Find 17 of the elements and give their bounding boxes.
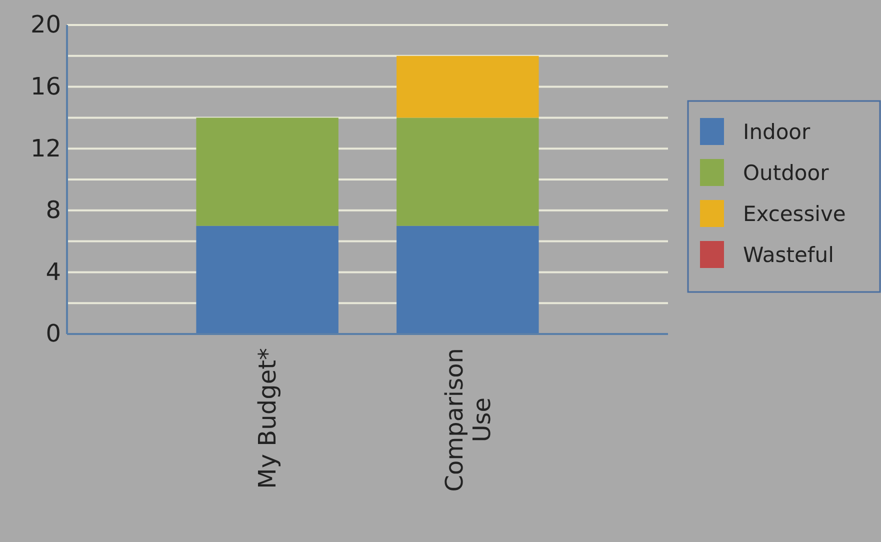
y-tick-label: 4 <box>46 258 61 286</box>
legend-label: Wasteful <box>743 243 834 267</box>
bar <box>196 118 338 226</box>
bar <box>396 118 539 226</box>
bar <box>396 56 539 118</box>
legend-label: Outdoor <box>743 161 830 185</box>
y-tick-label: 8 <box>46 196 61 224</box>
bar <box>196 226 338 334</box>
y-tick-label: 20 <box>30 10 61 39</box>
x-tick-label: Comparison Use <box>440 348 496 492</box>
legend-label: Excessive <box>743 202 846 226</box>
bar <box>396 226 539 334</box>
legend-label: Indoor <box>743 120 811 144</box>
y-tick-label: 12 <box>30 134 61 162</box>
y-tick-label: 16 <box>30 72 61 100</box>
x-tick-label: My Budget* <box>254 348 282 489</box>
y-tick-label: 0 <box>46 320 61 348</box>
